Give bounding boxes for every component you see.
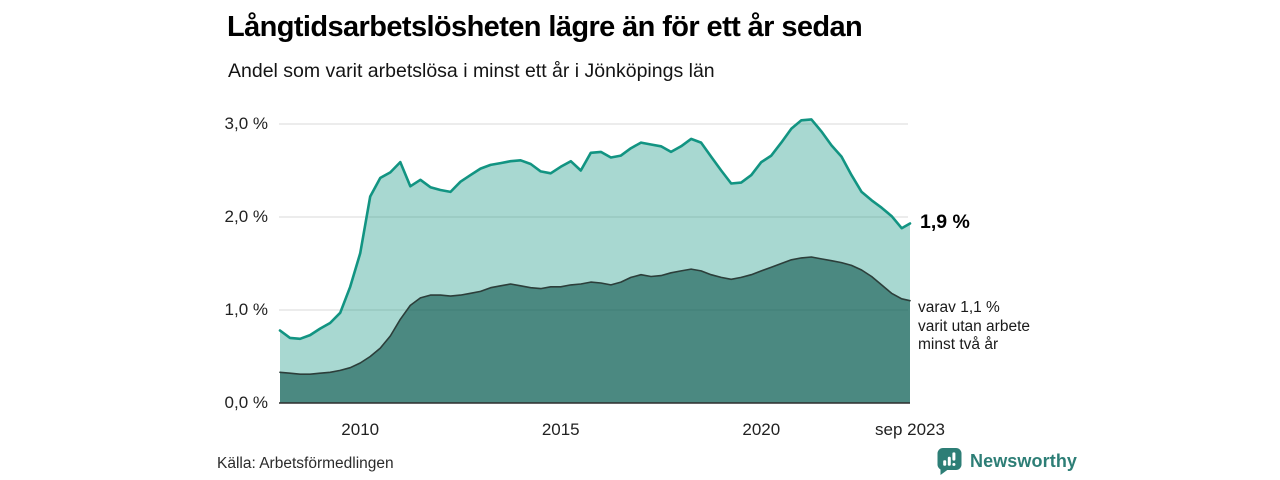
chart-subtitle: Andel som varit arbetslösa i minst ett å… (228, 60, 715, 82)
series-subset-area (279, 256, 911, 403)
bar-short (943, 460, 947, 466)
newsworthy-logo[interactable]: Newsworthy (936, 447, 1077, 475)
end-value-label-subseries: varav 1,1 % varit utan arbete minst två … (918, 299, 1030, 355)
end-sub-line-1: varav 1,1 % (918, 299, 1000, 316)
end-sub-line-2: varit utan arbete (918, 317, 1031, 335)
x-tick-label: 2010 (341, 420, 380, 439)
end-sub-line-3: minst två år (918, 336, 999, 353)
newsworthy-wordmark: Newsworthy (970, 450, 1078, 471)
source-attribution: Källa: Arbetsförmedlingen (217, 455, 394, 472)
exclamation-dot (952, 463, 956, 466)
bubble-tail (940, 464, 950, 475)
y-tick-label: 0,0 % (224, 393, 268, 412)
chart-title: Långtidsarbetslösheten lägre än för ett … (227, 11, 863, 43)
x-tick-label: sep 2023 (875, 420, 945, 439)
y-tick-label: 1,0 % (224, 300, 268, 319)
bar-tall (947, 456, 951, 466)
y-tick-label: 2,0 % (224, 207, 268, 226)
x-tick-label: 2020 (742, 420, 781, 439)
exclamation-bar (952, 452, 956, 461)
newsworthy-icon (937, 448, 962, 475)
end-value-label-total: 1,9 % (920, 211, 970, 233)
y-tick-label: 3,0 % (224, 114, 268, 133)
x-tick-label: 2015 (541, 420, 580, 439)
